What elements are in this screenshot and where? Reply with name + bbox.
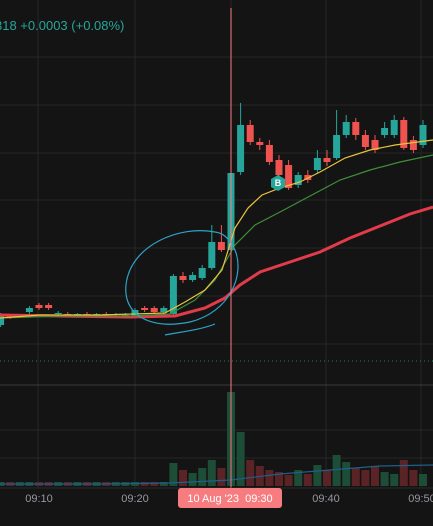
circle-annotation bbox=[125, 230, 239, 336]
candle-body bbox=[390, 120, 398, 135]
volume-bar bbox=[399, 460, 408, 486]
candle-body bbox=[0, 315, 5, 325]
candle-body bbox=[265, 145, 273, 162]
volume-bar bbox=[284, 475, 293, 486]
volume-bar bbox=[380, 472, 389, 486]
candle-body bbox=[409, 140, 417, 150]
volume-bar bbox=[294, 470, 303, 486]
candle-body bbox=[141, 308, 149, 310]
time-label: 09:50 bbox=[408, 493, 433, 505]
candle-body bbox=[361, 135, 369, 147]
candle-body bbox=[323, 158, 331, 162]
candle-body bbox=[208, 242, 216, 268]
candle-body bbox=[160, 308, 168, 312]
time-label: 09:40 bbox=[312, 493, 340, 505]
volume-bar bbox=[275, 472, 283, 486]
candle-body bbox=[256, 142, 264, 145]
quote-change: 318 +0.0003 (+0.08%) bbox=[0, 18, 124, 33]
volume-bar bbox=[188, 473, 197, 486]
candle-body bbox=[419, 125, 427, 145]
volume-bar bbox=[265, 470, 274, 486]
candle-body bbox=[237, 125, 245, 172]
candle-body bbox=[169, 276, 177, 314]
candle-body bbox=[179, 276, 187, 280]
buy-marker bbox=[271, 175, 285, 191]
candle-body bbox=[294, 175, 302, 185]
grid bbox=[0, 0, 433, 488]
candle-body bbox=[381, 128, 389, 135]
candle-body bbox=[217, 242, 225, 250]
volume-bar bbox=[207, 460, 216, 486]
volume-bar bbox=[409, 470, 418, 486]
volume-ma bbox=[0, 464, 433, 485]
candle-body bbox=[275, 160, 283, 175]
volume-bar bbox=[361, 470, 370, 486]
candle-body bbox=[285, 165, 293, 188]
volume-bar bbox=[198, 468, 207, 486]
ma-fast bbox=[0, 139, 433, 319]
candle-body bbox=[150, 308, 158, 312]
candle-body bbox=[25, 308, 33, 312]
candle-body bbox=[333, 135, 341, 158]
candle-body bbox=[198, 268, 206, 278]
volume-bar bbox=[351, 468, 360, 486]
candle-body bbox=[342, 122, 350, 135]
candle-body bbox=[54, 313, 62, 314]
volume-bar bbox=[140, 482, 149, 486]
volume-bar bbox=[246, 460, 255, 486]
volume-bar bbox=[390, 474, 399, 486]
volume-bar bbox=[371, 466, 379, 486]
candle-body bbox=[45, 305, 53, 308]
volume-bar bbox=[303, 474, 312, 486]
candle-body bbox=[189, 275, 197, 280]
candle-body bbox=[246, 125, 254, 142]
volume-bar bbox=[313, 465, 322, 486]
volume-bar bbox=[323, 470, 331, 486]
volume-bar bbox=[169, 463, 178, 486]
candle-body bbox=[35, 305, 43, 308]
buy-marker-label: B bbox=[275, 178, 282, 188]
ma-mid bbox=[0, 154, 433, 319]
volume-bar bbox=[419, 474, 427, 486]
time-label: 09:20 bbox=[121, 493, 149, 505]
crosshair-time-label: 10 Aug '23 09:30 bbox=[187, 493, 272, 505]
volume-bar bbox=[179, 470, 187, 486]
candle-body bbox=[313, 158, 321, 170]
ma-slow bbox=[0, 205, 433, 319]
candle-body bbox=[371, 140, 379, 150]
volume-bar bbox=[236, 432, 245, 486]
volume-bar bbox=[159, 482, 168, 486]
candle-body bbox=[400, 120, 408, 148]
volume-bar bbox=[342, 462, 351, 486]
time-label: 09:10 bbox=[25, 493, 53, 505]
crosshair-time-badge bbox=[178, 488, 282, 508]
candle-body bbox=[352, 122, 360, 135]
volume-bar bbox=[150, 482, 159, 486]
volume-bar bbox=[332, 455, 341, 486]
volume-bar bbox=[217, 468, 226, 486]
